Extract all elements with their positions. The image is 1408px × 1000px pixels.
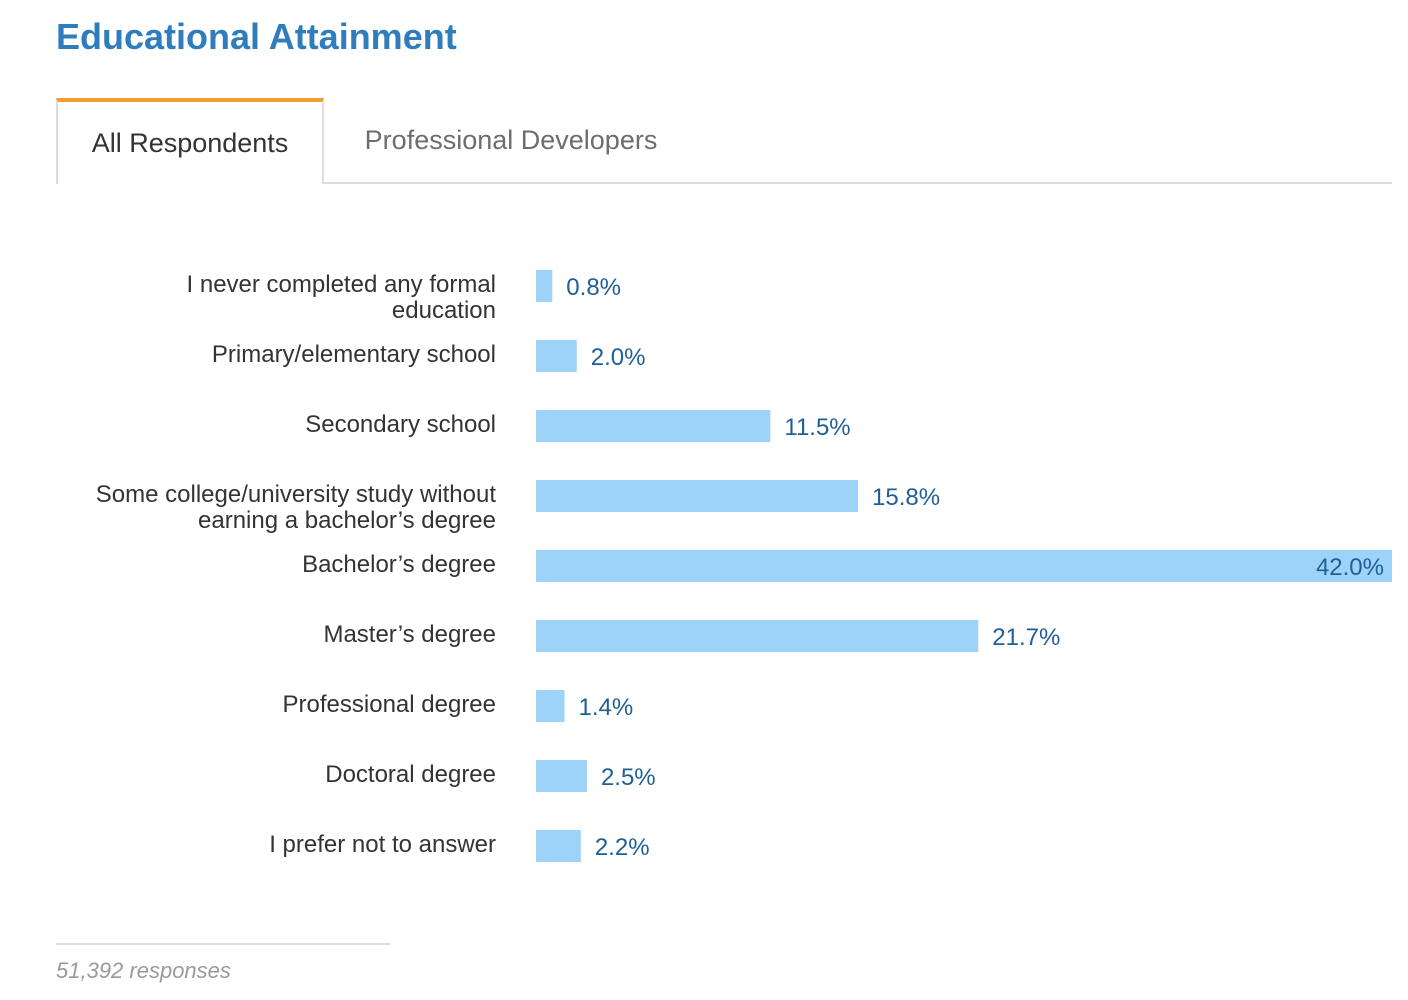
bar-7 xyxy=(536,760,587,792)
tab-professional-developers[interactable]: Professional Developers xyxy=(364,124,658,155)
tab-all-respondents[interactable]: All Respondents xyxy=(56,98,324,184)
tab-bar: All Respondents Professional Developers xyxy=(56,98,1392,184)
value-label-0: 0.8% xyxy=(566,274,621,301)
value-label-6: 1.4% xyxy=(579,694,634,721)
value-label-5: 21.7% xyxy=(992,624,1060,651)
bar-4 xyxy=(536,550,1392,582)
value-label-4: 42.0% xyxy=(1316,554,1384,581)
category-label-3: Some college/university study without ear… xyxy=(96,481,497,534)
value-label-1: 2.0% xyxy=(591,344,646,371)
bar-1 xyxy=(536,340,577,372)
value-label-7: 2.5% xyxy=(601,764,656,791)
category-label-4: Bachelor’s degree xyxy=(302,551,496,578)
bar-3 xyxy=(536,480,859,512)
value-label-3: 15.8% xyxy=(872,484,940,511)
bar-5 xyxy=(536,620,979,652)
bar-2 xyxy=(536,410,771,442)
bar-6 xyxy=(536,690,565,722)
bar-0 xyxy=(536,270,553,302)
value-label-8: 2.2% xyxy=(595,834,650,861)
tab-bar-divider xyxy=(322,182,1392,184)
response-count: 51,392 responses xyxy=(56,958,231,983)
value-label-2: 11.5% xyxy=(784,414,850,441)
category-label-7: Doctoral degree xyxy=(325,761,496,788)
category-label-1: Primary/elementary school xyxy=(212,341,496,368)
category-label-0: I never completed any formal education xyxy=(187,271,496,324)
page-title: Educational Attainment xyxy=(56,16,457,57)
footer-divider xyxy=(56,943,390,945)
category-label-8: I prefer not to answer xyxy=(269,831,496,858)
category-label-5: Master’s degree xyxy=(323,621,496,648)
bar-8 xyxy=(536,830,581,862)
category-label-2: Secondary school xyxy=(305,411,496,438)
category-label-6: Professional degree xyxy=(283,691,496,718)
